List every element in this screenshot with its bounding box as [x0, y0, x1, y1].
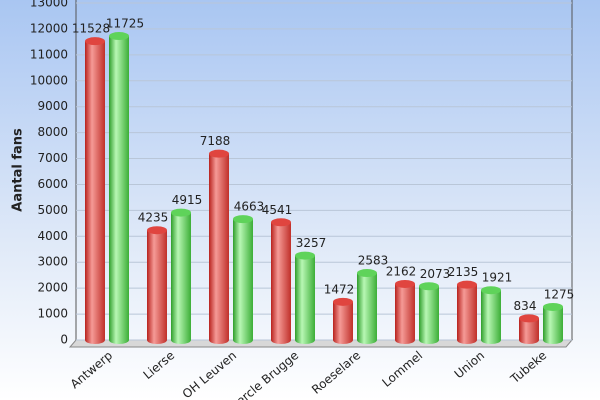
- bar-top: [419, 282, 439, 291]
- data-label: 4235: [138, 211, 169, 225]
- bar-body: [109, 36, 129, 341]
- data-label: 834: [514, 299, 537, 313]
- y-axis-title: Aantal fans: [11, 128, 26, 212]
- y-tick-label: 9000: [37, 99, 68, 113]
- y-tick-label: 10000: [30, 73, 68, 87]
- bar-top: [395, 279, 415, 288]
- bar-body: [171, 212, 191, 340]
- bar-top: [233, 215, 253, 224]
- bar-top: [357, 269, 377, 278]
- y-tick-label: 7000: [37, 151, 68, 165]
- data-label: 2162: [386, 264, 417, 278]
- data-label: 1472: [324, 282, 355, 296]
- bar-top: [295, 251, 315, 260]
- bar-top: [457, 280, 477, 289]
- data-label: 3257: [296, 236, 327, 250]
- bar: [171, 208, 191, 344]
- bar-body: [271, 222, 291, 340]
- bar-top: [271, 218, 291, 227]
- bar-top: [481, 286, 501, 295]
- data-label: 11725: [106, 17, 144, 31]
- y-tick-label: 11000: [30, 47, 68, 61]
- bar: [85, 37, 105, 344]
- bar-body: [543, 306, 563, 340]
- bar-body: [419, 286, 439, 340]
- bar-bottom: [481, 336, 501, 344]
- bar: [481, 286, 501, 344]
- bar-bottom: [357, 336, 377, 344]
- bar: [109, 32, 129, 344]
- bar-bottom: [419, 336, 439, 344]
- bar-top: [171, 208, 191, 217]
- bar-bottom: [147, 336, 167, 344]
- bar-body: [147, 230, 167, 340]
- bar-bottom: [271, 336, 291, 344]
- data-label: 7188: [200, 134, 231, 148]
- bar-bottom: [457, 336, 477, 344]
- bar-body: [457, 284, 477, 340]
- data-label: 11528: [72, 22, 110, 36]
- bar-top: [147, 226, 167, 235]
- bar: [233, 215, 253, 344]
- bar-body: [333, 301, 353, 340]
- bar-bottom: [171, 336, 191, 344]
- bar-body: [481, 290, 501, 340]
- bar: [147, 226, 167, 344]
- y-tick-label: 8000: [37, 125, 68, 139]
- data-label: 2583: [358, 254, 389, 268]
- data-label: 1921: [482, 271, 513, 285]
- data-label: 4915: [172, 193, 203, 207]
- bar-bottom: [295, 336, 315, 344]
- bar-top: [209, 149, 229, 158]
- bar-body: [295, 255, 315, 340]
- bar: [357, 269, 377, 344]
- bar-top: [109, 32, 129, 41]
- y-tick-label: 6000: [37, 177, 68, 191]
- bar: [519, 314, 539, 344]
- data-label: 1275: [544, 287, 575, 301]
- data-label: 4663: [234, 200, 265, 214]
- bar-body: [85, 41, 105, 341]
- bar-bottom: [209, 336, 229, 344]
- data-label: 4541: [262, 203, 293, 217]
- data-label: 2135: [448, 265, 479, 279]
- bar-bottom: [395, 336, 415, 344]
- bar: [333, 297, 353, 344]
- bar-bottom: [233, 336, 253, 344]
- bar-body: [357, 273, 377, 340]
- bar-bottom: [85, 336, 105, 344]
- y-tick-label: 1000: [37, 307, 68, 321]
- bar-top: [85, 37, 105, 46]
- bar-body: [209, 153, 229, 340]
- y-tick-label: 5000: [37, 203, 68, 217]
- y-tick-label: 12000: [30, 21, 68, 35]
- y-tick-label: 0: [60, 333, 68, 347]
- bar: [271, 218, 291, 344]
- bar-bottom: [333, 336, 353, 344]
- bar: [209, 149, 229, 344]
- bar: [395, 279, 415, 344]
- bar: [457, 280, 477, 344]
- y-tick-label: 13000: [30, 0, 68, 10]
- bar-top: [333, 297, 353, 306]
- bar: [295, 251, 315, 344]
- bar-body: [519, 318, 539, 340]
- bar-bottom: [519, 336, 539, 344]
- bar-top: [543, 302, 563, 311]
- bar-body: [395, 283, 415, 340]
- y-tick-label: 2000: [37, 281, 68, 295]
- bar-top: [519, 314, 539, 323]
- bar-body: [233, 219, 253, 340]
- bar-bottom: [543, 336, 563, 344]
- y-tick-label: 4000: [37, 229, 68, 243]
- data-label: 2073: [420, 267, 451, 281]
- bar: [543, 302, 563, 344]
- y-tick-label: 3000: [37, 255, 68, 269]
- bar-bottom: [109, 336, 129, 344]
- bar: [419, 282, 439, 344]
